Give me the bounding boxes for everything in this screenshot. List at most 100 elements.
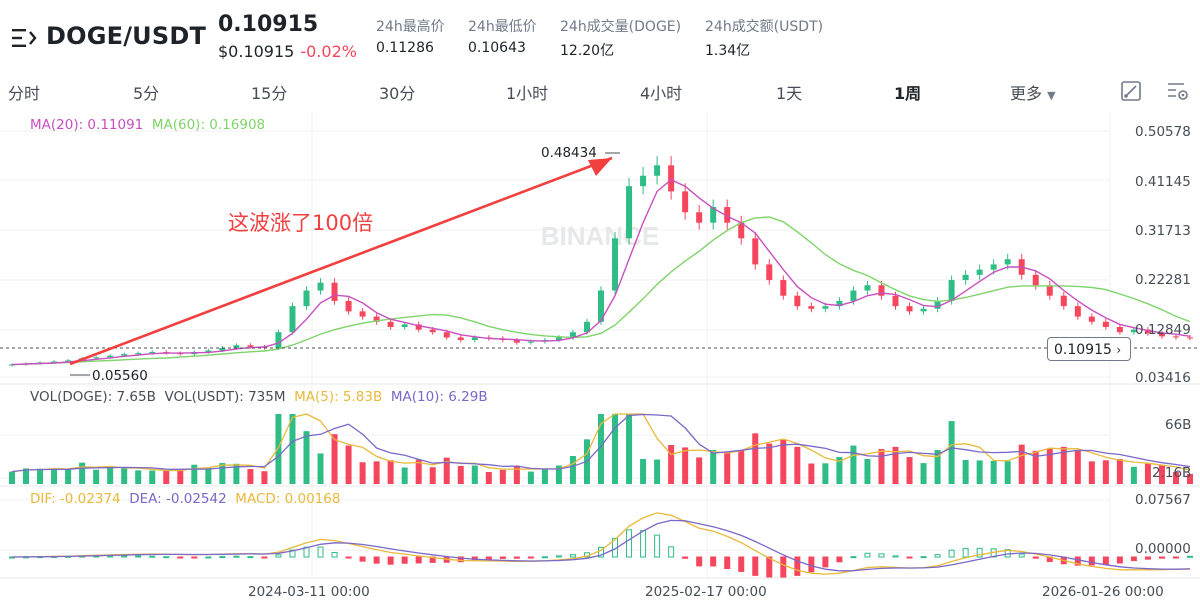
tab-30m[interactable]: 30分	[379, 84, 416, 103]
volume-bar	[499, 469, 506, 484]
macd-bar	[808, 556, 815, 573]
tab-1h[interactable]: 1小时	[506, 84, 549, 103]
volume-bar	[401, 467, 408, 484]
candle-body	[878, 285, 885, 296]
chevron-right-icon: ›	[1116, 343, 1122, 357]
last-price-tag[interactable]: 0.10915 ›	[1047, 337, 1131, 361]
candle-body	[738, 222, 745, 239]
candle-body	[696, 212, 703, 223]
macd-bar	[682, 556, 689, 559]
last-price-tag-value: 0.10915	[1054, 342, 1112, 358]
more-dropdown[interactable]: 更多 ▼	[1010, 80, 1056, 104]
macd-bar	[135, 555, 142, 558]
macd-bar	[107, 555, 114, 558]
candle-body	[640, 175, 647, 187]
legend-volume: VOL(DOGE): 7.65B VOL(USDT): 735M MA(5): …	[30, 389, 488, 405]
candle-body	[836, 300, 843, 307]
macd-bar	[668, 546, 675, 558]
dea-line	[11, 519, 1191, 572]
macd-bar	[948, 549, 955, 558]
candle-body	[668, 165, 675, 192]
candle-body	[920, 308, 927, 312]
legend-vol-doge: VOL(DOGE): 7.65B	[30, 389, 156, 405]
tab-15m[interactable]: 15分	[251, 84, 288, 103]
candle-body	[948, 280, 955, 301]
stat-low-label: 24h最低价	[468, 19, 537, 35]
price-tick: 0.03416	[1135, 370, 1191, 386]
stat-volume-value: 12.20亿	[560, 43, 615, 59]
macd-tick: 0.00000	[1135, 541, 1191, 557]
volume-bar	[836, 457, 843, 484]
macd-bar	[457, 556, 464, 563]
macd-bar	[513, 556, 520, 559]
macd-bar	[1187, 555, 1193, 558]
volume-bar	[247, 469, 254, 484]
volume-bar	[541, 469, 548, 484]
volume-bar	[766, 443, 773, 484]
volume-bar	[710, 450, 717, 484]
volume-ma5-line	[11, 413, 1191, 473]
candle-body	[555, 337, 562, 341]
candle-body	[275, 332, 282, 348]
candle-body	[626, 186, 633, 239]
volume-bar	[752, 433, 759, 484]
volume-bar	[303, 431, 310, 484]
macd-bar	[654, 534, 661, 558]
macd-bar	[1032, 556, 1039, 559]
stat-high-label: 24h最高价	[376, 19, 445, 35]
volume-bar	[1116, 459, 1123, 484]
candle-body	[429, 329, 436, 333]
volume-bar	[1172, 472, 1179, 484]
macd-bar	[233, 555, 240, 558]
macd-bar	[906, 556, 913, 559]
tab-1d[interactable]: 1天	[776, 84, 803, 103]
macd-bar	[836, 556, 843, 563]
candle-body	[864, 285, 871, 291]
legend-dea: DEA: -0.02542	[129, 491, 227, 507]
macd-bar	[766, 556, 773, 578]
candle-body	[752, 238, 759, 265]
candle-body	[233, 345, 240, 348]
volume-bar	[1130, 466, 1137, 484]
volume-bar	[1102, 460, 1109, 484]
macd-bar	[331, 551, 338, 558]
macd-bar	[163, 556, 170, 559]
candle-body	[149, 352, 156, 354]
menu-icon[interactable]	[12, 28, 38, 48]
candle-body	[51, 361, 58, 363]
volume-bar	[724, 451, 731, 484]
ma20-line	[11, 178, 1191, 366]
candle-body	[962, 274, 969, 281]
volume-bar	[878, 449, 885, 484]
interval-tabs: 分时 5分 15分 30分 1小时 4小时 1天 1周 更多 ▼	[0, 76, 1200, 106]
trading-pair-title[interactable]: DOGE/USDT	[46, 22, 207, 50]
macd-bar	[822, 556, 829, 568]
macd-bar	[1018, 553, 1025, 558]
ma60-line	[11, 216, 1191, 366]
candle-body	[359, 311, 366, 317]
candle-body	[724, 207, 731, 223]
macd-bar	[1074, 556, 1081, 566]
volume-bar	[457, 466, 464, 484]
volume-bar	[345, 445, 352, 484]
candle-body	[1046, 285, 1053, 296]
volume-bar	[219, 463, 226, 484]
volume-bar	[1018, 444, 1025, 484]
volume-bar	[738, 450, 745, 484]
volume-bar	[990, 460, 997, 484]
tab-5m[interactable]: 5分	[133, 84, 160, 103]
candle-body	[1144, 329, 1151, 334]
candle-body	[710, 207, 717, 223]
candle-body	[682, 191, 689, 213]
kline-chart[interactable]: BINANCE	[0, 112, 1200, 611]
tab-time[interactable]: 分时	[8, 84, 41, 103]
macd-bar	[640, 530, 647, 558]
volume-bar	[668, 445, 675, 484]
indicator-settings-icon[interactable]	[1166, 80, 1190, 104]
drawing-tool-icon[interactable]	[1120, 80, 1144, 104]
tab-1w[interactable]: 1周	[894, 84, 922, 103]
volume-bar	[289, 414, 296, 484]
tab-4h[interactable]: 4小时	[640, 84, 683, 103]
candle-body	[317, 282, 324, 291]
macd-bar	[598, 546, 604, 558]
